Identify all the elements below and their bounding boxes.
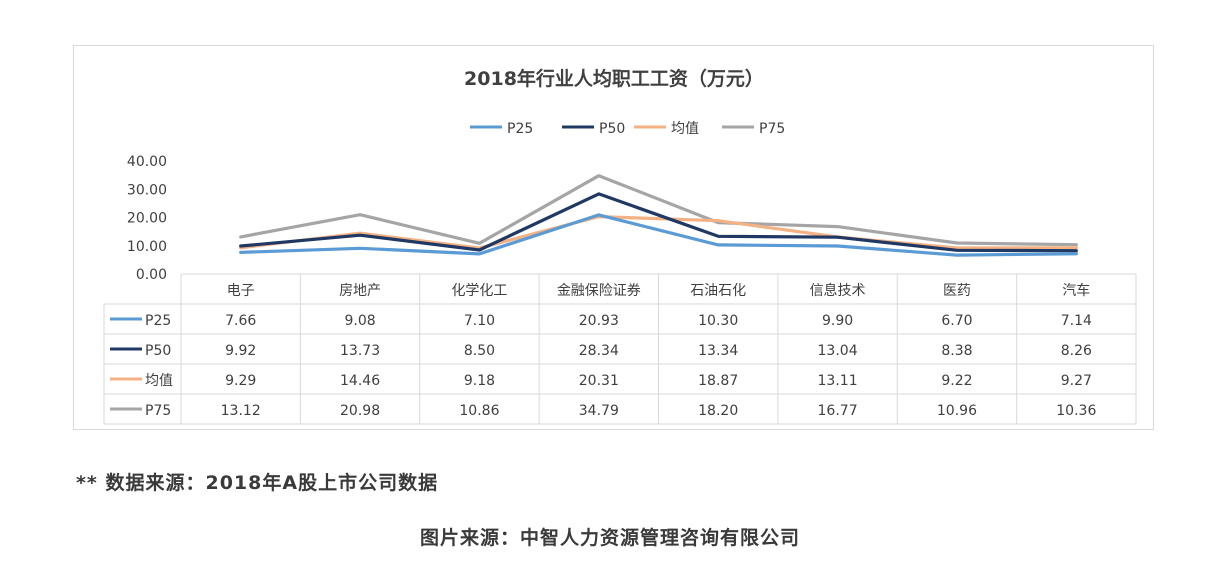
table-cell-value: 7.66 — [225, 313, 256, 329]
y-tick-label: 20.00 — [127, 211, 167, 227]
table-cell-value: 13.11 — [818, 373, 858, 389]
table-row-label: 均值 — [145, 373, 173, 389]
table-cell-value: 9.27 — [1061, 373, 1092, 389]
table-cell-value: 7.10 — [464, 313, 495, 329]
y-tick-label: 10.00 — [127, 239, 167, 255]
table-cell-value: 9.92 — [225, 343, 256, 359]
legend-label-3: P75 — [759, 121, 785, 137]
x-category-label: 电子 — [227, 283, 255, 299]
chart-title: 2018年行业人均职工工资（万元） — [464, 67, 764, 90]
table-cell-value: 8.50 — [464, 343, 495, 359]
y-tick-label: 30.00 — [127, 182, 167, 198]
table-cell-value: 10.30 — [698, 313, 738, 329]
table-cell-value: 9.22 — [941, 373, 972, 389]
table-cell-value: 9.18 — [464, 373, 495, 389]
table-cell-value: 13.12 — [221, 403, 261, 419]
legend-label-1: P50 — [599, 121, 625, 137]
table-row-label: P75 — [145, 403, 171, 419]
table-cell-value: 13.04 — [818, 343, 858, 359]
table-cell-value: 7.14 — [1061, 313, 1092, 329]
table-cell-value: 14.46 — [340, 373, 380, 389]
table-cell-value: 20.31 — [579, 373, 619, 389]
table-cell-value: 20.98 — [340, 403, 380, 419]
x-category-label: 信息技术 — [810, 282, 866, 299]
line-chart: 2018年行业人均职工工资（万元） P25 P50 均值 P75 0.00 10.00 20.… — [103, 67, 1137, 425]
table-cell-value: 28.34 — [579, 343, 619, 359]
x-category-label: 化学化工 — [451, 283, 507, 299]
table-cell-value: 9.29 — [225, 373, 256, 389]
table-cell-value: 16.77 — [818, 403, 858, 419]
legend-label-2: 均值 — [671, 121, 699, 137]
series-line-P75 — [239, 174, 1078, 247]
table-cell-value: 10.86 — [459, 403, 499, 419]
legend-label-0: P25 — [507, 121, 533, 137]
y-tick-label: 40.00 — [127, 154, 167, 170]
image-credit: 图片来源：中智人力资源管理咨询有限公司 — [419, 527, 800, 549]
x-category-label: 金融保险证券 — [557, 283, 641, 299]
x-category-label: 医药 — [943, 283, 971, 299]
table-cell-value: 9.08 — [344, 313, 375, 329]
chart-frame: 2018年行业人均职工工资（万元） P25 P50 均值 P75 0.00 10.00 20.… — [73, 45, 1154, 430]
series-line-P50 — [239, 192, 1078, 253]
table-cell-value: 6.70 — [941, 313, 972, 329]
table-cell-value: 8.26 — [1061, 343, 1092, 359]
table-cell-value: 34.79 — [579, 403, 619, 419]
table-cell-value: 18.20 — [698, 403, 738, 419]
table-cell-value: 13.73 — [340, 343, 380, 359]
table-cell-value: 18.87 — [698, 373, 738, 389]
table-cell-value: 10.96 — [937, 403, 977, 419]
table-cell-value: 20.93 — [579, 313, 619, 329]
x-category-label: 房地产 — [339, 283, 381, 299]
table-cell-value: 9.90 — [822, 313, 853, 329]
table-cell-value: 8.38 — [941, 343, 972, 359]
table-row-label: P25 — [145, 313, 171, 329]
y-tick-label: 0.00 — [136, 267, 167, 283]
x-category-label: 石油石化 — [690, 283, 746, 299]
table-row-label: P50 — [145, 343, 171, 359]
data-source-note: ** 数据来源：2018年A股上市公司数据 — [76, 472, 439, 494]
series-line-均值 — [239, 215, 1078, 250]
table-cell-value: 13.34 — [698, 343, 738, 359]
table-cell-value: 10.36 — [1056, 403, 1096, 419]
x-category-label: 汽车 — [1062, 282, 1090, 299]
series-line-P25 — [239, 213, 1078, 257]
